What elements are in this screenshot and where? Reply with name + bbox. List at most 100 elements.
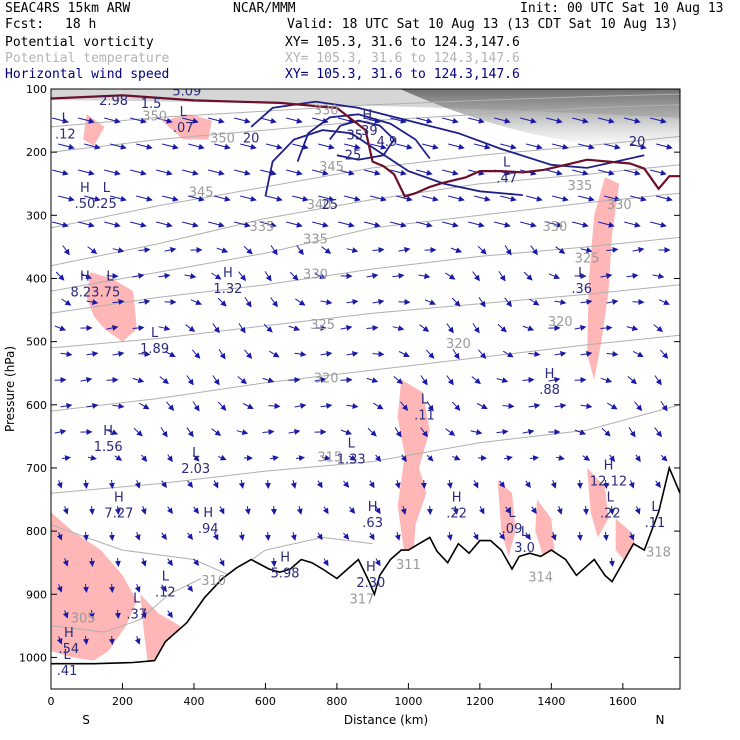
extremum-value: .11 xyxy=(414,408,435,423)
wind-vector xyxy=(372,298,385,305)
wind-vector xyxy=(650,221,667,228)
pv-contour-line xyxy=(51,94,680,198)
wind-vector xyxy=(185,324,196,332)
wind-vector xyxy=(160,584,167,593)
high-marker: H xyxy=(368,500,378,515)
high-marker: H xyxy=(366,560,376,575)
wind-vector xyxy=(526,195,543,202)
wind-vector xyxy=(112,298,125,305)
wind-vector xyxy=(270,505,277,515)
wind-vector xyxy=(140,506,147,515)
wind-vector xyxy=(86,299,99,306)
wind-vector xyxy=(520,117,537,124)
high-marker: H xyxy=(203,506,213,521)
pv-contour xyxy=(51,94,680,198)
wind-vector xyxy=(80,273,92,279)
wind-vector xyxy=(208,169,225,176)
theta-label: 317 xyxy=(350,593,375,608)
wind-vector xyxy=(520,221,537,228)
wind-vector xyxy=(530,506,537,515)
pv-value-label: 1.5 xyxy=(141,97,162,112)
wind-vector xyxy=(523,271,533,281)
wind-vector xyxy=(468,117,485,124)
wind-vector xyxy=(554,350,567,357)
wind-vector xyxy=(106,324,119,331)
wind-vector xyxy=(289,271,299,281)
wind-vector xyxy=(546,117,563,124)
wind-vector xyxy=(420,375,428,386)
wind-vector xyxy=(58,195,75,202)
theta-label: 330 xyxy=(543,220,568,235)
wind-vector xyxy=(211,428,222,436)
wind-vector xyxy=(349,506,356,514)
wind-vector xyxy=(162,195,179,202)
wind-vector xyxy=(212,480,219,489)
wind-vector xyxy=(134,532,141,541)
extremum-value: .63 xyxy=(362,516,383,531)
extremum-value: .11 xyxy=(645,516,666,531)
wind-vector xyxy=(138,351,151,358)
pv-shade-blob xyxy=(86,272,137,342)
wind-vector xyxy=(418,273,431,280)
wind-vector xyxy=(529,455,539,462)
wind-vector xyxy=(426,401,434,412)
extremum-value: .41 xyxy=(57,664,78,679)
wind-vector xyxy=(106,429,119,436)
wind-vector xyxy=(338,221,355,228)
wind-vector xyxy=(529,298,540,306)
wind-vector xyxy=(628,427,636,438)
wind-vector xyxy=(212,323,220,334)
wind-vector xyxy=(54,325,67,331)
extremum-value: .47 xyxy=(496,172,517,187)
field-name-theta: Potential temperature xyxy=(5,51,170,66)
high-marker: H xyxy=(80,269,90,284)
wind-vector xyxy=(234,117,251,124)
wind-vector xyxy=(607,402,618,410)
wind-vector xyxy=(136,195,153,202)
theta-contour-315 xyxy=(51,404,680,494)
wind-vector xyxy=(190,299,202,305)
field-xy-pv: XY= 105.3, 31.6 to 124.3,147.6 xyxy=(285,35,520,50)
wind-vector xyxy=(292,195,309,202)
high-marker: H xyxy=(64,626,74,641)
wind-vector xyxy=(286,169,303,176)
wind-vector xyxy=(524,532,531,541)
low-marker: L xyxy=(607,490,615,505)
wind-vector xyxy=(130,221,147,228)
wind-vector xyxy=(244,297,252,308)
wind-vector xyxy=(192,401,200,412)
y-tick-label: 600 xyxy=(26,399,47,412)
theta-contour-325 xyxy=(51,284,680,349)
wind-vector xyxy=(346,298,359,305)
low-marker: L xyxy=(348,437,356,452)
wind-vector xyxy=(624,221,641,228)
wind-contour-25 xyxy=(264,129,523,197)
wind-vector xyxy=(130,169,147,176)
extremum-value: .37 xyxy=(126,607,147,622)
wind-vector xyxy=(606,298,619,305)
north-label: N xyxy=(656,713,665,727)
init-time: Init: 00 UTC Sat 10 Aug 13 xyxy=(520,1,724,16)
pv-shade-blob xyxy=(535,499,555,560)
wind-vector xyxy=(294,351,307,358)
wind-vector xyxy=(496,377,509,384)
wind-vector xyxy=(650,117,667,124)
wind-vector xyxy=(368,480,375,489)
wind-vector xyxy=(166,506,173,515)
wind-contour-30 xyxy=(296,113,431,162)
field-xy-wind: XY= 105.3, 31.6 to 124.3,147.6 xyxy=(285,67,520,82)
wind-vector xyxy=(502,350,514,358)
wind-vector xyxy=(242,403,254,409)
wind-vector xyxy=(86,350,99,357)
wind-vector xyxy=(364,169,381,176)
wind-vector xyxy=(60,351,73,358)
x-tick-label: 1000 xyxy=(394,695,422,708)
x-tick-label: 1200 xyxy=(466,695,494,708)
wind-vector xyxy=(52,169,69,176)
wind-vector xyxy=(286,221,303,228)
wind-vector xyxy=(114,557,121,567)
theta-label: 320 xyxy=(446,337,471,352)
wind-vector xyxy=(322,454,331,461)
upper-shading-band xyxy=(51,89,680,118)
wind-vector xyxy=(372,351,385,358)
